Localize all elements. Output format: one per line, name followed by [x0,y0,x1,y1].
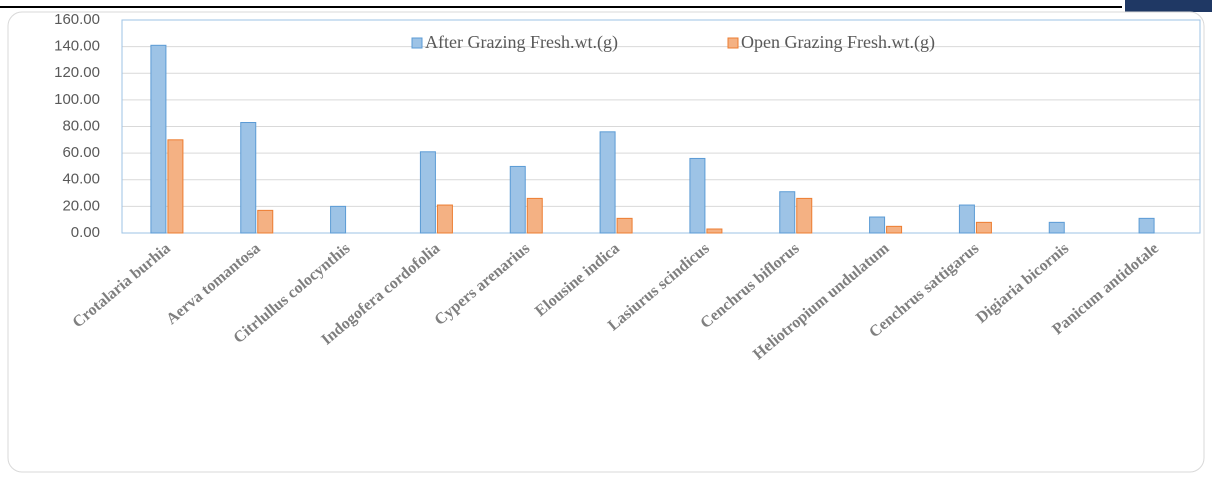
chart-frame [7,11,1205,473]
bar [886,225,903,234]
legend-label: After Grazing Fresh.wt.(g) [425,32,618,53]
bar [419,151,436,234]
y-tick-label: 40.00 [62,171,100,188]
bar [150,44,167,234]
plot-border [121,19,1201,234]
bar [616,217,633,234]
bar [509,165,526,234]
y-tick-label: 0.00 [71,224,100,241]
y-tick-label: 80.00 [62,117,100,134]
bar [975,221,992,234]
y-tick-label: 20.00 [62,197,100,214]
bar [1138,217,1155,234]
bar [869,216,886,234]
y-tick-label: 140.00 [54,38,100,55]
legend-swatch [727,37,739,49]
bar [706,228,723,234]
corner-block [1125,0,1212,12]
bar [240,122,257,234]
bar [436,204,453,234]
y-tick-label: 60.00 [62,144,100,161]
legend-label: Open Grazing Fresh.wt.(g) [741,32,935,53]
bar [1048,221,1065,234]
y-tick-label: 160.00 [54,11,100,28]
y-tick-label: 120.00 [54,64,100,81]
legend-swatch [411,37,423,49]
bar [796,197,813,234]
y-tick-label: 100.00 [54,91,100,108]
bar [599,131,616,234]
bar [526,197,543,234]
bar [779,191,796,234]
bar [167,139,184,234]
bar [257,209,274,234]
bar [689,157,706,234]
bar [958,204,975,234]
bar [330,205,347,234]
